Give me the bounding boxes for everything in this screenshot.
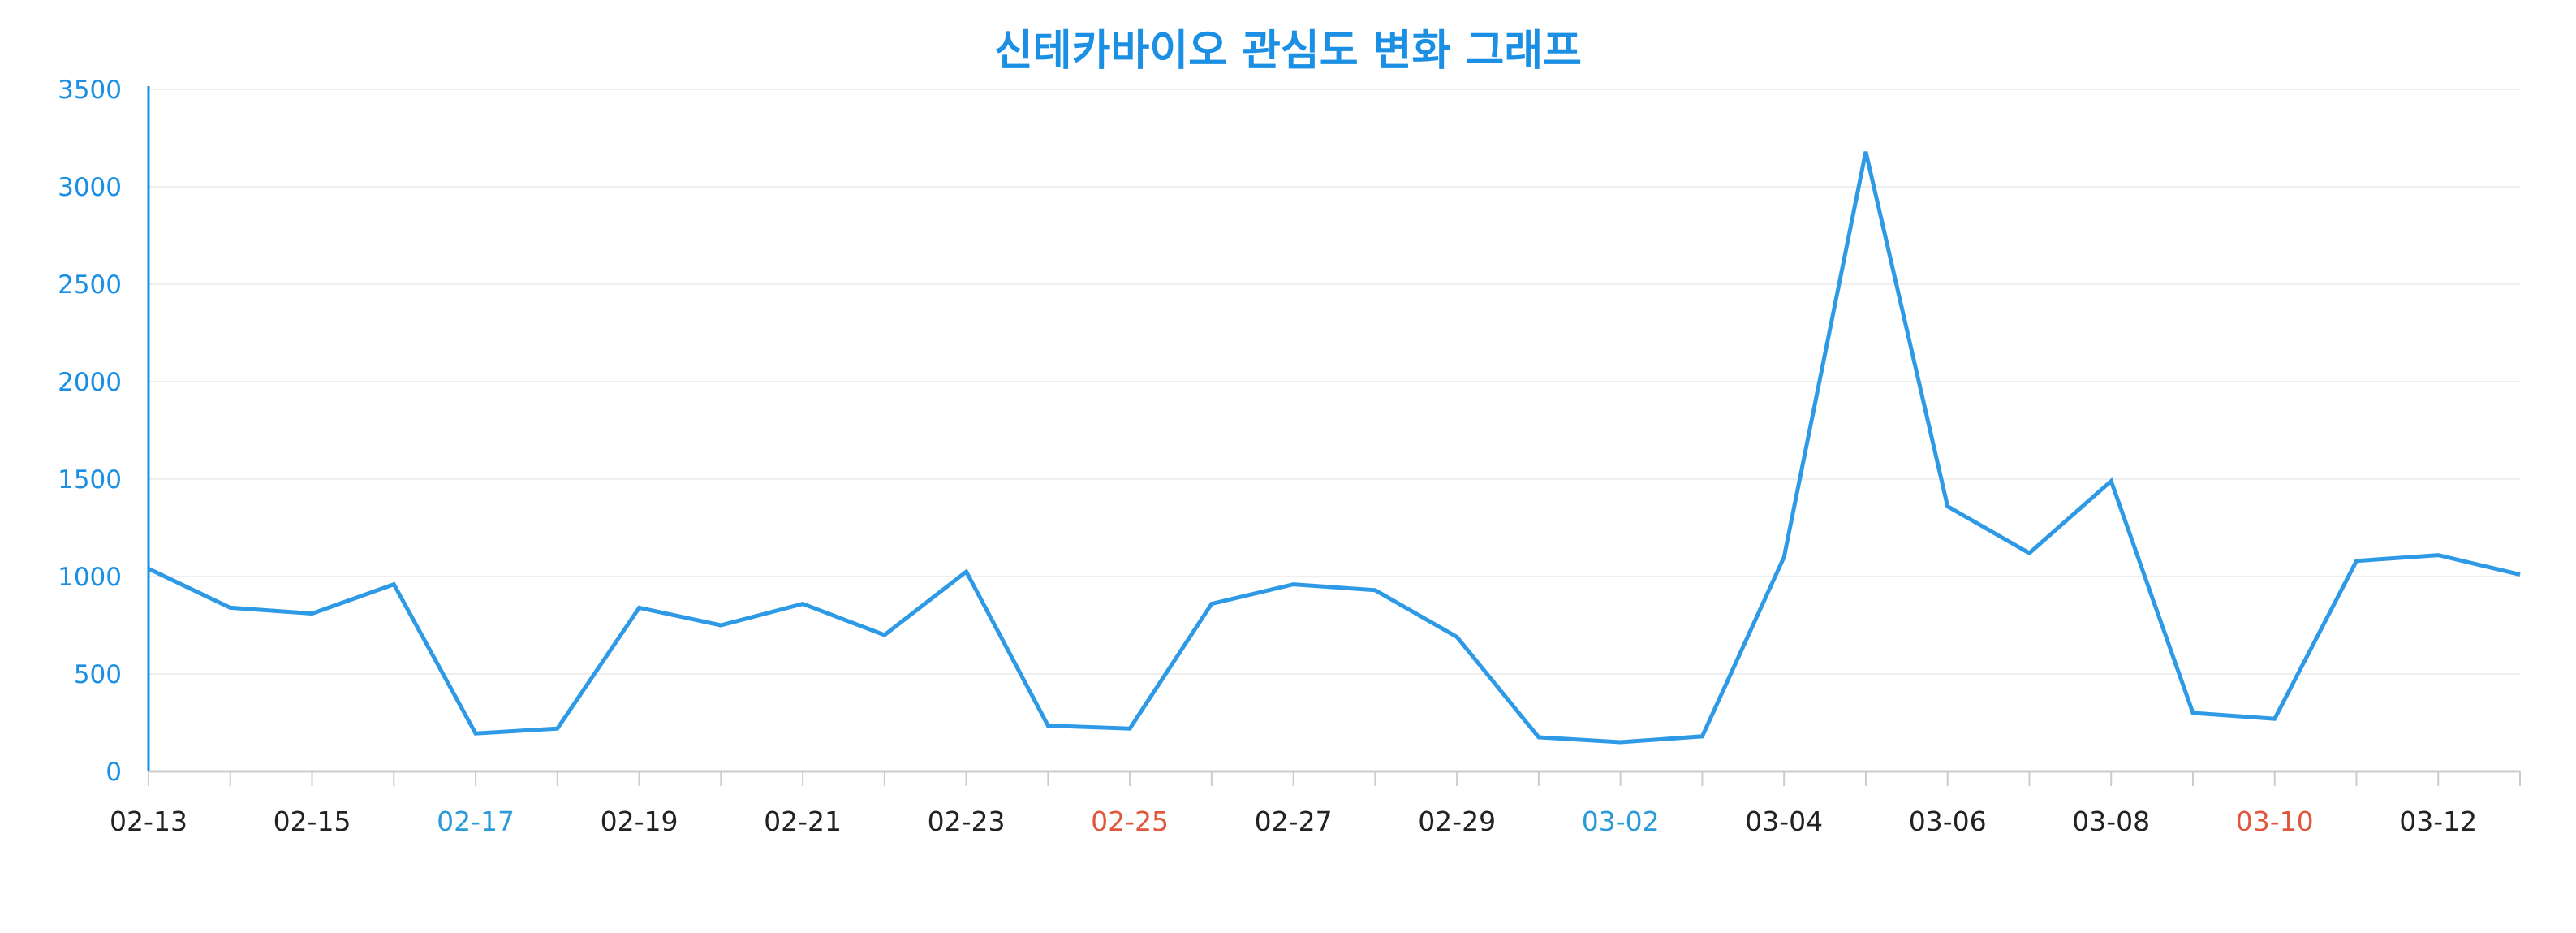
x-tick-label: 03-08 — [2072, 806, 2150, 837]
x-tick-label: 02-29 — [1418, 806, 1496, 837]
x-tick-label: 03-04 — [1745, 806, 1823, 837]
x-tick-label: 02-17 — [437, 806, 515, 837]
x-tick-label: 02-19 — [601, 806, 678, 837]
x-tick-label: 02-25 — [1091, 806, 1169, 837]
series-layer — [147, 151, 2521, 745]
y-tick-label: 500 — [74, 660, 122, 689]
x-tick-label: 03-10 — [2236, 806, 2314, 837]
x-tick-label: 02-15 — [274, 806, 351, 837]
x-tick-label: 03-12 — [2399, 806, 2477, 837]
y-tick-label: 0 — [106, 758, 122, 787]
grid-lines — [149, 89, 2520, 675]
x-tick-label: 02-21 — [764, 806, 842, 837]
chart-title: 신테카바이오 관심도 변화 그래프 — [994, 27, 1582, 76]
x-tick-label: 02-27 — [1255, 806, 1333, 837]
tick-labels: 0 500 1000 1500 2000 2500 3000 3500 02-13 02-15 02… — [58, 76, 2477, 837]
y-tick-label: 1000 — [58, 563, 122, 592]
series-line — [147, 151, 2521, 745]
y-tick-label: 3500 — [58, 76, 122, 105]
y-tick-label: 2500 — [58, 270, 122, 300]
axes — [147, 86, 2521, 786]
y-tick-label: 3000 — [58, 173, 122, 202]
y-tick-label: 2000 — [58, 368, 122, 397]
x-tick-label: 02-13 — [110, 806, 187, 837]
x-tick-label: 02-23 — [928, 806, 1006, 837]
x-tick-label: 03-02 — [1582, 806, 1660, 837]
x-tick-label: 03-06 — [1909, 806, 1987, 837]
y-tick-label: 1500 — [58, 465, 122, 495]
